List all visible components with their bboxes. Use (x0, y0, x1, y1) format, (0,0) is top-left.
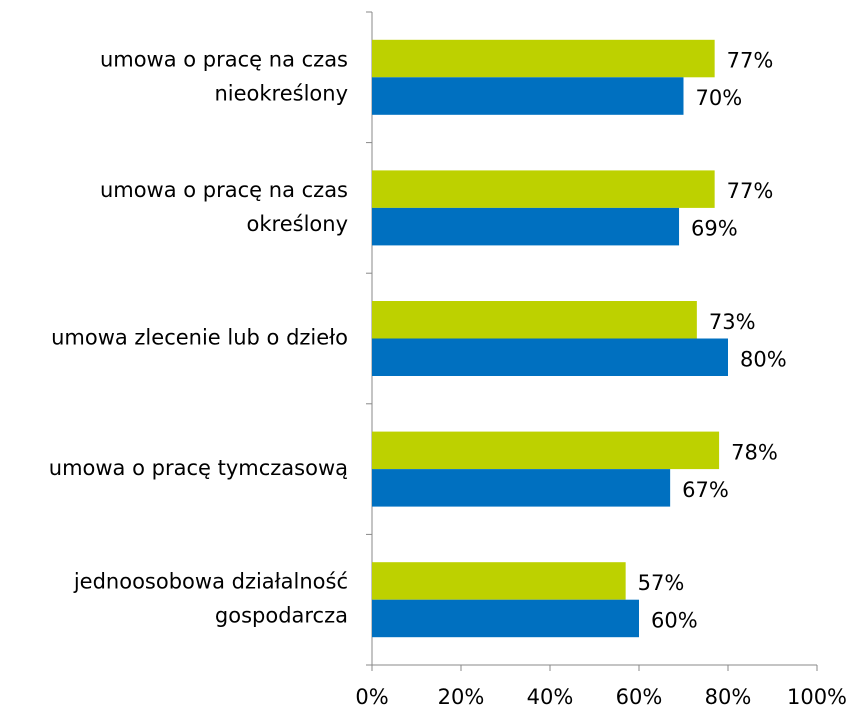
category-line: umowa o pracę na czas (100, 47, 348, 71)
bar (372, 207, 680, 246)
value-label: 57% (638, 571, 685, 595)
category-label: umowa o pracę na czas nieokreślony (100, 47, 348, 105)
x-tick-label: 80% (705, 685, 752, 709)
value-label: 73% (709, 310, 756, 334)
bar (372, 77, 684, 115)
category-line: umowa o pracę na czas (100, 178, 348, 202)
bar (372, 431, 720, 470)
value-label: 67% (682, 478, 729, 502)
value-label: 77% (727, 49, 774, 73)
x-tick-label: 0% (355, 685, 388, 709)
value-label: 69% (691, 217, 738, 241)
value-label: 77% (727, 179, 774, 203)
category-line: umowa o pracę tymczasową (49, 456, 348, 480)
bar (372, 469, 671, 507)
value-label: 78% (731, 440, 778, 464)
value-label: 70% (696, 86, 743, 110)
value-label: 60% (651, 608, 698, 632)
x-tick-label: 100% (787, 685, 847, 709)
bar (372, 562, 626, 600)
x-tick-label: 40% (527, 685, 574, 709)
value-label: 80% (740, 347, 787, 371)
category-label: jednoosobowa działalność gospodarcza (73, 570, 348, 628)
bar (372, 301, 697, 339)
category-label: umowa zlecenie lub o dzieło (51, 326, 348, 350)
category-line: nieokreślony (214, 81, 348, 105)
bar (372, 170, 715, 208)
bar (372, 338, 728, 376)
category-line: jednoosobowa działalność (73, 570, 348, 594)
category-line: umowa zlecenie lub o dzieło (51, 326, 348, 350)
bar (372, 39, 715, 78)
x-tick-label: 60% (616, 685, 663, 709)
category-line: gospodarcza (215, 604, 348, 628)
category-line: określony (247, 212, 348, 236)
x-tick-label: 20% (438, 685, 485, 709)
bar (372, 599, 639, 638)
category-label: umowa o pracę na czas określony (100, 178, 348, 236)
category-label: umowa o pracę tymczasową (49, 456, 348, 480)
